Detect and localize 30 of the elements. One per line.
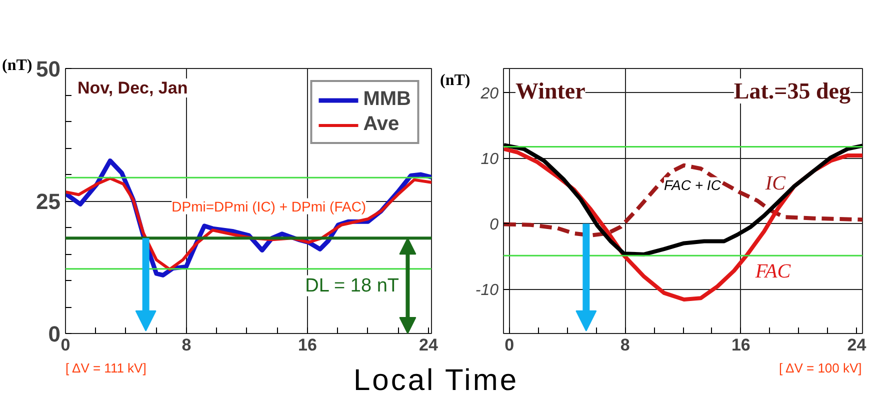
legend-label: Ave bbox=[363, 113, 400, 136]
x-tick-label: 8 bbox=[182, 336, 192, 354]
ref-line-label: DL = 18 nT bbox=[305, 275, 400, 296]
y-tick-label: -10 bbox=[475, 282, 499, 300]
chart-subtitle: Lat.=35 deg bbox=[734, 78, 851, 104]
y-tick-label: 0 bbox=[490, 216, 499, 234]
y-tick-label: 25 bbox=[36, 189, 61, 214]
text: [ ΔV = 111 kV] bbox=[66, 360, 146, 376]
series-label: IC bbox=[764, 172, 786, 195]
x-tick-label: 16 bbox=[298, 336, 317, 354]
y-tick-label: 10 bbox=[480, 151, 499, 168]
y-tick-label: 20 bbox=[480, 86, 499, 103]
chart-title: Winter bbox=[516, 78, 586, 104]
text: FAC + IC bbox=[664, 177, 722, 194]
text: [ ΔV = 100 kV] bbox=[779, 360, 862, 376]
annotation: DPmi=DPmi (IC) + DPmi (FAC) bbox=[172, 198, 366, 214]
legend-label: MMB bbox=[363, 88, 411, 111]
series-label: FAC bbox=[754, 260, 792, 282]
x-tick-label: 16 bbox=[731, 336, 750, 354]
x-axis-title: Local Time bbox=[353, 363, 519, 399]
x-tick-label: 24 bbox=[847, 336, 867, 354]
text: Nov, Dec, Jan bbox=[78, 78, 188, 98]
y-axis-title: (nT) bbox=[2, 57, 32, 75]
x-tick-label: 24 bbox=[419, 336, 438, 354]
y-axis-title: (nT) bbox=[440, 72, 470, 90]
line-series bbox=[504, 163, 862, 238]
y-tick-label: 50 bbox=[36, 56, 61, 82]
x-tick-label: 8 bbox=[620, 336, 630, 354]
x-tick-label: 0 bbox=[504, 336, 514, 354]
line-series bbox=[504, 143, 862, 256]
